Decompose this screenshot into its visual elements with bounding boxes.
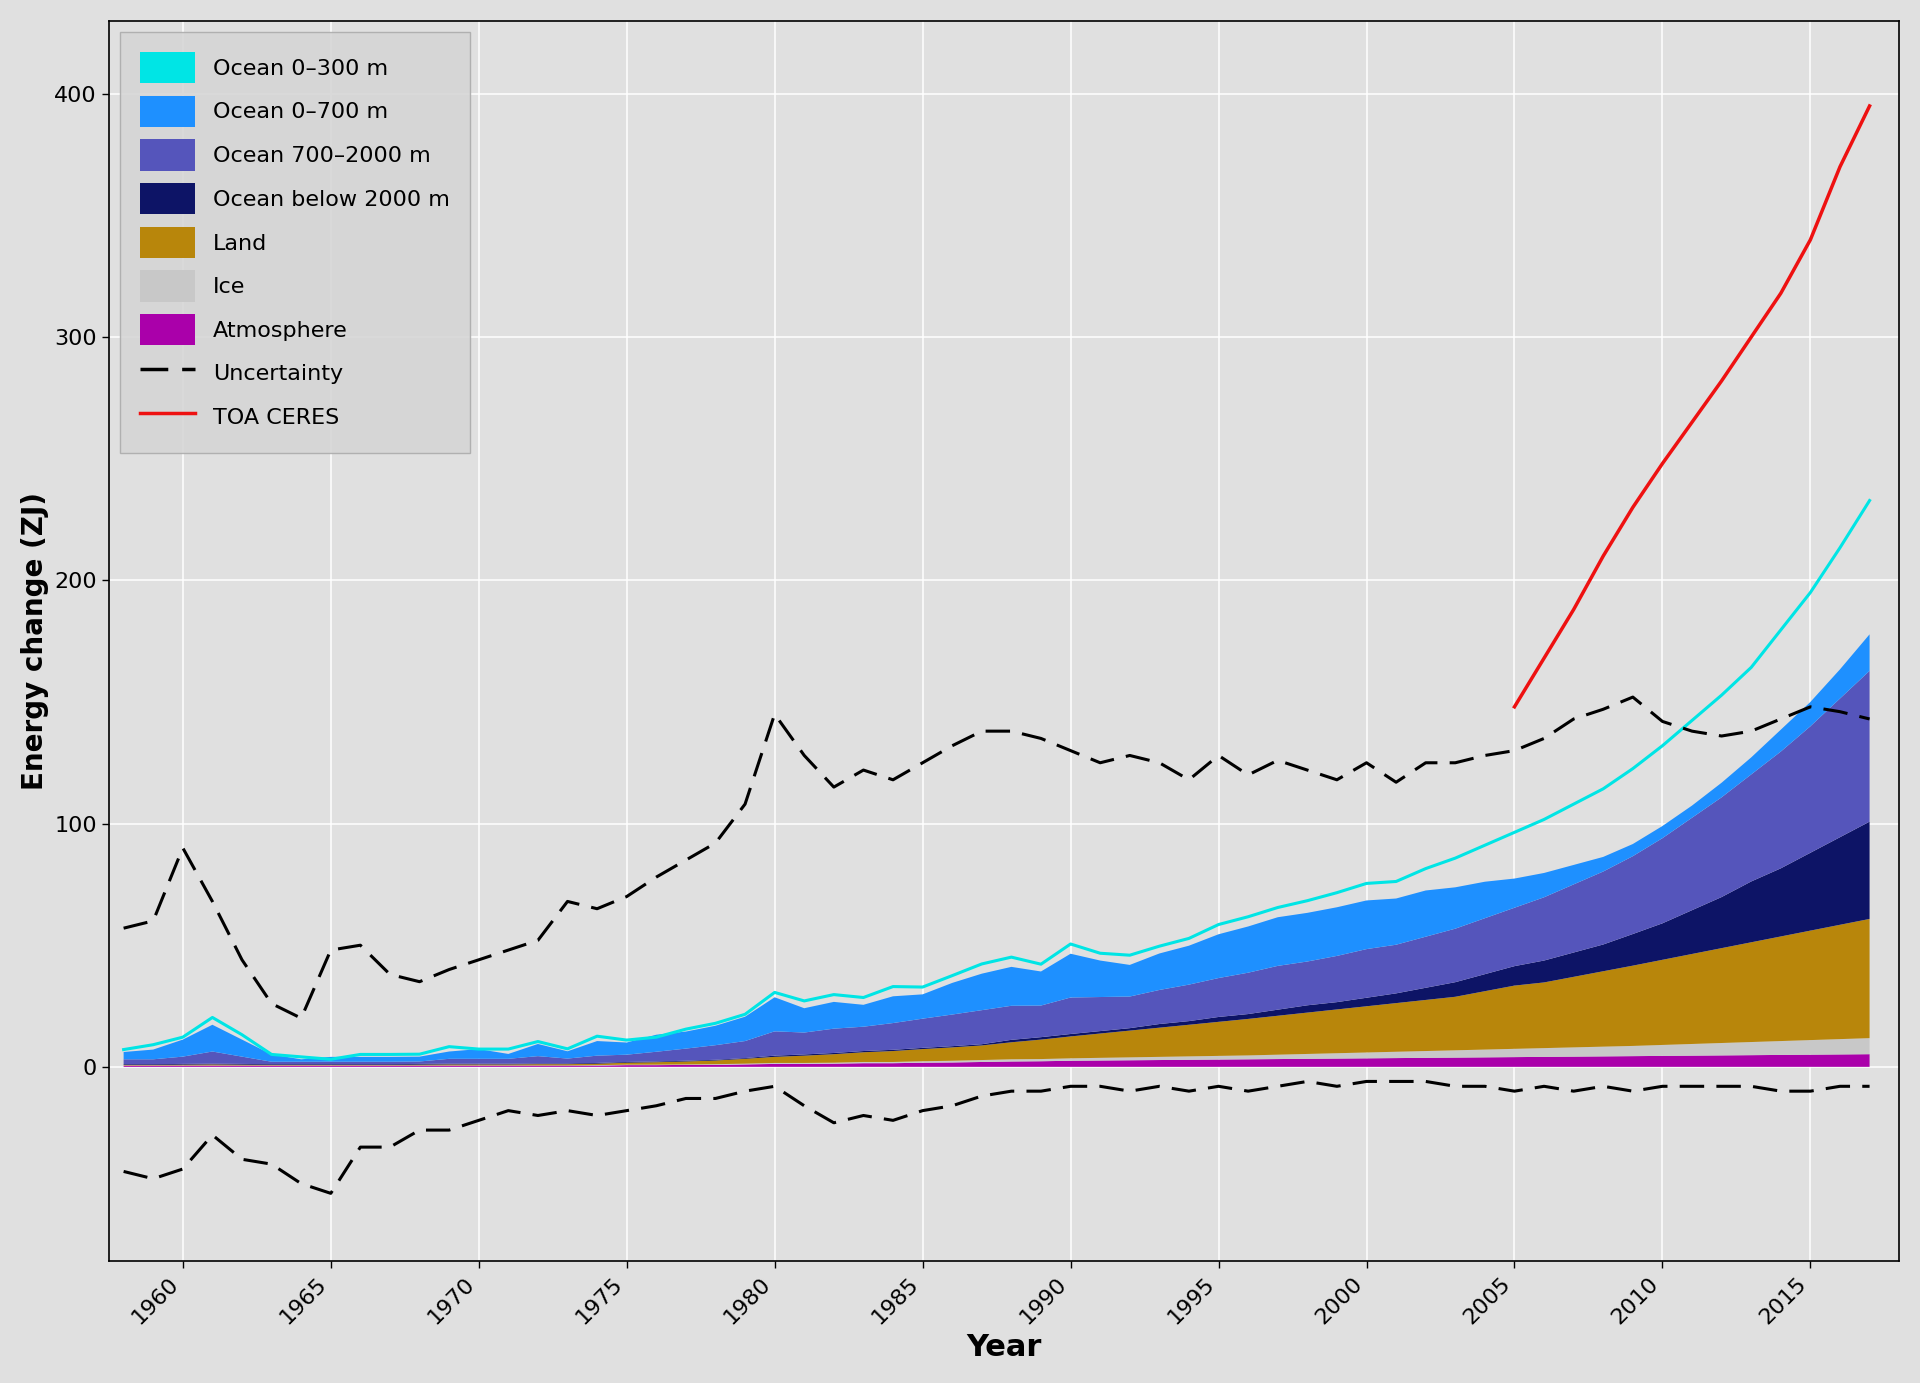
Y-axis label: Energy change (ZJ): Energy change (ZJ) (21, 492, 48, 790)
Legend: Ocean 0–300 m, Ocean 0–700 m, Ocean 700–2000 m, Ocean below 2000 m, Land, Ice, A: Ocean 0–300 m, Ocean 0–700 m, Ocean 700–… (119, 32, 470, 452)
X-axis label: Year: Year (966, 1333, 1043, 1362)
